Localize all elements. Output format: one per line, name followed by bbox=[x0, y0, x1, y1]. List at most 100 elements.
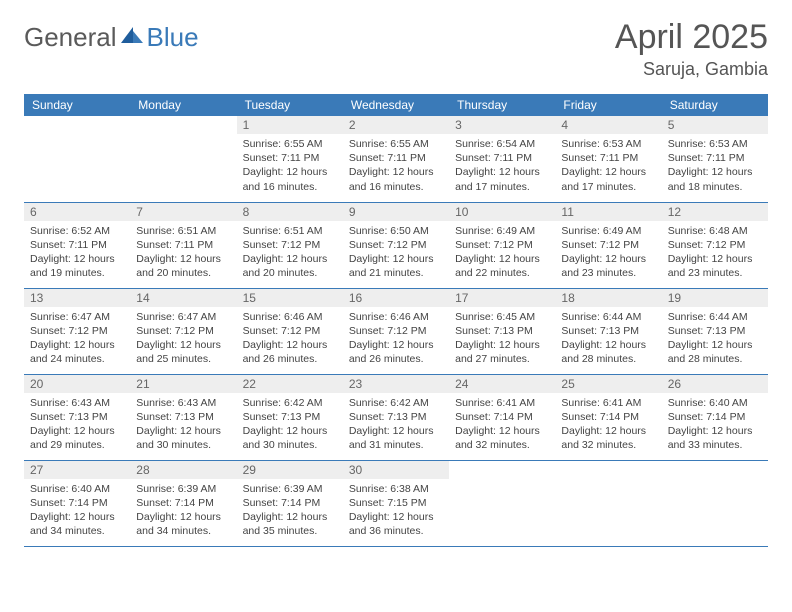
day-data: Sunrise: 6:40 AMSunset: 7:14 PMDaylight:… bbox=[662, 393, 768, 457]
day-number: 11 bbox=[555, 203, 661, 221]
day-data: Sunrise: 6:51 AMSunset: 7:11 PMDaylight:… bbox=[130, 221, 236, 285]
calendar-row: 13Sunrise: 6:47 AMSunset: 7:12 PMDayligh… bbox=[24, 288, 768, 374]
day-number: 7 bbox=[130, 203, 236, 221]
day-data: Sunrise: 6:49 AMSunset: 7:12 PMDaylight:… bbox=[449, 221, 555, 285]
calendar-cell: 29Sunrise: 6:39 AMSunset: 7:14 PMDayligh… bbox=[237, 460, 343, 546]
calendar-cell: 2Sunrise: 6:55 AMSunset: 7:11 PMDaylight… bbox=[343, 116, 449, 202]
day-number: 6 bbox=[24, 203, 130, 221]
day-data: Sunrise: 6:49 AMSunset: 7:12 PMDaylight:… bbox=[555, 221, 661, 285]
calendar-cell: 22Sunrise: 6:42 AMSunset: 7:13 PMDayligh… bbox=[237, 374, 343, 460]
calendar-cell: 8Sunrise: 6:51 AMSunset: 7:12 PMDaylight… bbox=[237, 202, 343, 288]
page-header: General Blue April 2025 Saruja, Gambia bbox=[24, 18, 768, 80]
calendar-cell: 19Sunrise: 6:44 AMSunset: 7:13 PMDayligh… bbox=[662, 288, 768, 374]
brand-logo: General Blue bbox=[24, 22, 199, 53]
calendar-cell bbox=[662, 460, 768, 546]
day-data: Sunrise: 6:46 AMSunset: 7:12 PMDaylight:… bbox=[343, 307, 449, 371]
calendar-cell: 5Sunrise: 6:53 AMSunset: 7:11 PMDaylight… bbox=[662, 116, 768, 202]
calendar-cell: 7Sunrise: 6:51 AMSunset: 7:11 PMDaylight… bbox=[130, 202, 236, 288]
day-data: Sunrise: 6:41 AMSunset: 7:14 PMDaylight:… bbox=[555, 393, 661, 457]
day-data: Sunrise: 6:48 AMSunset: 7:12 PMDaylight:… bbox=[662, 221, 768, 285]
day-number: 9 bbox=[343, 203, 449, 221]
calendar-cell: 21Sunrise: 6:43 AMSunset: 7:13 PMDayligh… bbox=[130, 374, 236, 460]
day-data: Sunrise: 6:45 AMSunset: 7:13 PMDaylight:… bbox=[449, 307, 555, 371]
day-data: Sunrise: 6:39 AMSunset: 7:14 PMDaylight:… bbox=[130, 479, 236, 543]
day-header: Wednesday bbox=[343, 94, 449, 116]
day-data: Sunrise: 6:50 AMSunset: 7:12 PMDaylight:… bbox=[343, 221, 449, 285]
day-data: Sunrise: 6:46 AMSunset: 7:12 PMDaylight:… bbox=[237, 307, 343, 371]
day-number: 23 bbox=[343, 375, 449, 393]
day-header-row: SundayMondayTuesdayWednesdayThursdayFrid… bbox=[24, 94, 768, 116]
day-number: 29 bbox=[237, 461, 343, 479]
calendar-cell: 26Sunrise: 6:40 AMSunset: 7:14 PMDayligh… bbox=[662, 374, 768, 460]
calendar-cell: 10Sunrise: 6:49 AMSunset: 7:12 PMDayligh… bbox=[449, 202, 555, 288]
day-number: 26 bbox=[662, 375, 768, 393]
day-number: 10 bbox=[449, 203, 555, 221]
calendar-cell: 28Sunrise: 6:39 AMSunset: 7:14 PMDayligh… bbox=[130, 460, 236, 546]
day-number: 17 bbox=[449, 289, 555, 307]
day-number: 1 bbox=[237, 116, 343, 134]
day-number: 12 bbox=[662, 203, 768, 221]
day-number: 27 bbox=[24, 461, 130, 479]
day-number: 8 bbox=[237, 203, 343, 221]
day-number: 15 bbox=[237, 289, 343, 307]
day-number: 28 bbox=[130, 461, 236, 479]
calendar-row: 1Sunrise: 6:55 AMSunset: 7:11 PMDaylight… bbox=[24, 116, 768, 202]
day-data: Sunrise: 6:53 AMSunset: 7:11 PMDaylight:… bbox=[555, 134, 661, 198]
calendar-cell bbox=[130, 116, 236, 202]
day-number: 30 bbox=[343, 461, 449, 479]
day-data: Sunrise: 6:41 AMSunset: 7:14 PMDaylight:… bbox=[449, 393, 555, 457]
day-data: Sunrise: 6:39 AMSunset: 7:14 PMDaylight:… bbox=[237, 479, 343, 543]
day-number: 2 bbox=[343, 116, 449, 134]
day-data: Sunrise: 6:43 AMSunset: 7:13 PMDaylight:… bbox=[130, 393, 236, 457]
calendar-cell: 15Sunrise: 6:46 AMSunset: 7:12 PMDayligh… bbox=[237, 288, 343, 374]
calendar-cell bbox=[449, 460, 555, 546]
day-header: Friday bbox=[555, 94, 661, 116]
calendar-row: 6Sunrise: 6:52 AMSunset: 7:11 PMDaylight… bbox=[24, 202, 768, 288]
day-data: Sunrise: 6:44 AMSunset: 7:13 PMDaylight:… bbox=[662, 307, 768, 371]
calendar-row: 20Sunrise: 6:43 AMSunset: 7:13 PMDayligh… bbox=[24, 374, 768, 460]
brand-icon bbox=[121, 25, 143, 50]
day-data: Sunrise: 6:54 AMSunset: 7:11 PMDaylight:… bbox=[449, 134, 555, 198]
day-header: Sunday bbox=[24, 94, 130, 116]
day-number: 21 bbox=[130, 375, 236, 393]
day-number: 19 bbox=[662, 289, 768, 307]
day-header: Saturday bbox=[662, 94, 768, 116]
calendar-cell: 17Sunrise: 6:45 AMSunset: 7:13 PMDayligh… bbox=[449, 288, 555, 374]
day-number: 25 bbox=[555, 375, 661, 393]
calendar-cell: 4Sunrise: 6:53 AMSunset: 7:11 PMDaylight… bbox=[555, 116, 661, 202]
brand-part2: Blue bbox=[147, 22, 199, 53]
calendar-cell: 18Sunrise: 6:44 AMSunset: 7:13 PMDayligh… bbox=[555, 288, 661, 374]
day-number: 13 bbox=[24, 289, 130, 307]
day-number: 14 bbox=[130, 289, 236, 307]
day-number: 18 bbox=[555, 289, 661, 307]
location-text: Saruja, Gambia bbox=[615, 59, 768, 80]
calendar-cell: 30Sunrise: 6:38 AMSunset: 7:15 PMDayligh… bbox=[343, 460, 449, 546]
calendar-cell: 14Sunrise: 6:47 AMSunset: 7:12 PMDayligh… bbox=[130, 288, 236, 374]
calendar-cell: 27Sunrise: 6:40 AMSunset: 7:14 PMDayligh… bbox=[24, 460, 130, 546]
day-data: Sunrise: 6:43 AMSunset: 7:13 PMDaylight:… bbox=[24, 393, 130, 457]
calendar-cell: 1Sunrise: 6:55 AMSunset: 7:11 PMDaylight… bbox=[237, 116, 343, 202]
day-number: 3 bbox=[449, 116, 555, 134]
day-data: Sunrise: 6:40 AMSunset: 7:14 PMDaylight:… bbox=[24, 479, 130, 543]
day-number: 24 bbox=[449, 375, 555, 393]
day-data: Sunrise: 6:53 AMSunset: 7:11 PMDaylight:… bbox=[662, 134, 768, 198]
calendar-cell bbox=[24, 116, 130, 202]
day-number: 5 bbox=[662, 116, 768, 134]
calendar-cell: 6Sunrise: 6:52 AMSunset: 7:11 PMDaylight… bbox=[24, 202, 130, 288]
calendar-cell: 9Sunrise: 6:50 AMSunset: 7:12 PMDaylight… bbox=[343, 202, 449, 288]
day-data: Sunrise: 6:52 AMSunset: 7:11 PMDaylight:… bbox=[24, 221, 130, 285]
day-number: 20 bbox=[24, 375, 130, 393]
calendar-row: 27Sunrise: 6:40 AMSunset: 7:14 PMDayligh… bbox=[24, 460, 768, 546]
day-data: Sunrise: 6:47 AMSunset: 7:12 PMDaylight:… bbox=[130, 307, 236, 371]
day-data: Sunrise: 6:55 AMSunset: 7:11 PMDaylight:… bbox=[237, 134, 343, 198]
brand-part1: General bbox=[24, 22, 117, 53]
day-header: Tuesday bbox=[237, 94, 343, 116]
calendar-cell: 20Sunrise: 6:43 AMSunset: 7:13 PMDayligh… bbox=[24, 374, 130, 460]
calendar-cell: 3Sunrise: 6:54 AMSunset: 7:11 PMDaylight… bbox=[449, 116, 555, 202]
day-header: Thursday bbox=[449, 94, 555, 116]
day-number: 22 bbox=[237, 375, 343, 393]
calendar-cell: 11Sunrise: 6:49 AMSunset: 7:12 PMDayligh… bbox=[555, 202, 661, 288]
day-data: Sunrise: 6:47 AMSunset: 7:12 PMDaylight:… bbox=[24, 307, 130, 371]
calendar-cell bbox=[555, 460, 661, 546]
calendar-cell: 12Sunrise: 6:48 AMSunset: 7:12 PMDayligh… bbox=[662, 202, 768, 288]
